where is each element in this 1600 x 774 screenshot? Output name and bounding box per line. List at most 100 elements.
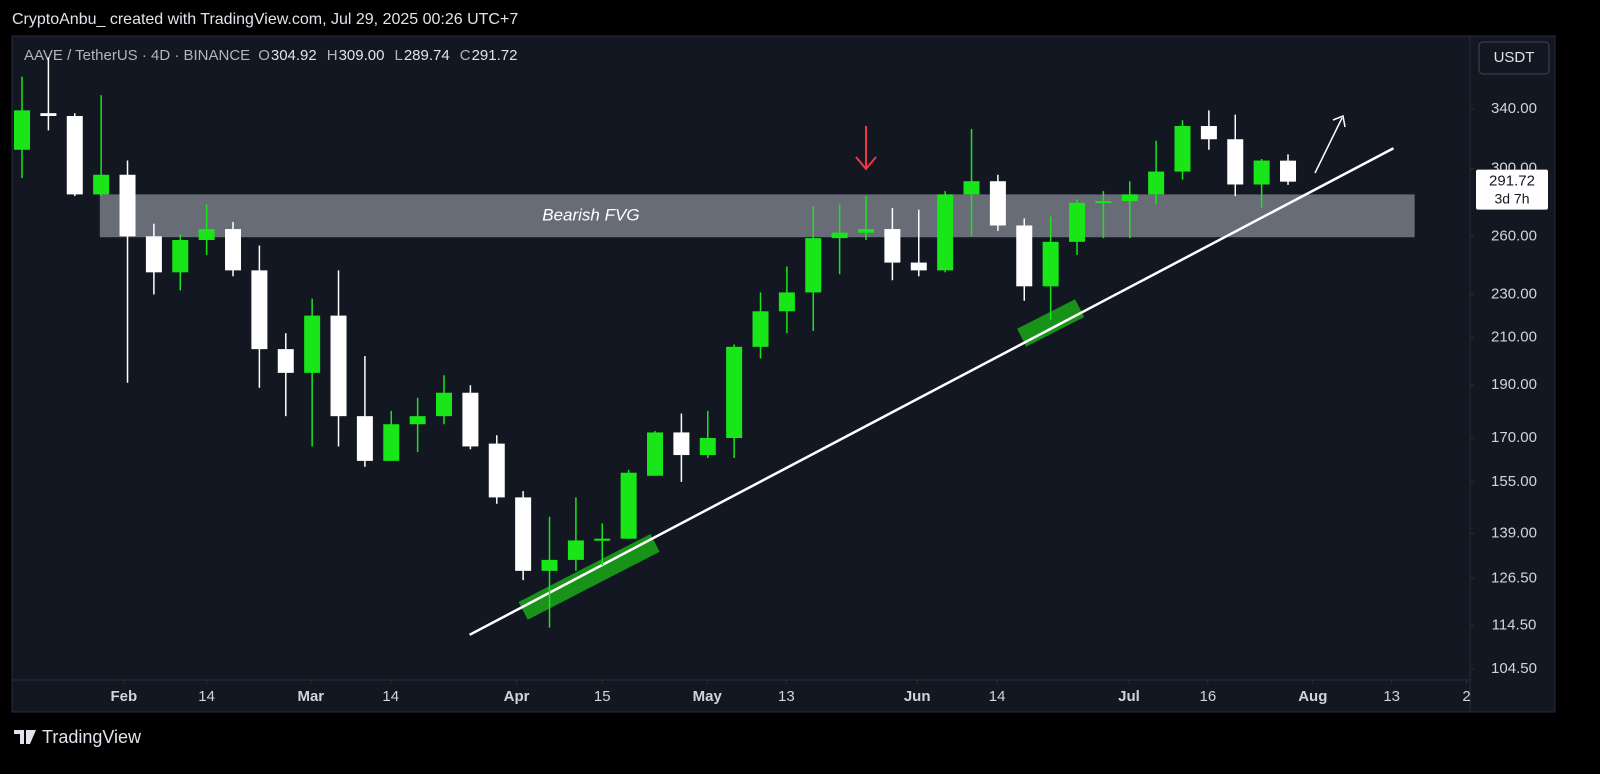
candle-body bbox=[66, 116, 83, 195]
logo-icon bbox=[14, 730, 36, 744]
price-label: 291.72 bbox=[1489, 173, 1535, 190]
candle-body bbox=[541, 559, 558, 571]
candle-body bbox=[594, 538, 611, 541]
price-label-box bbox=[1476, 169, 1548, 210]
candle-body bbox=[356, 416, 373, 461]
candle-body bbox=[119, 174, 136, 237]
candle-body bbox=[145, 236, 162, 273]
candle-body bbox=[515, 497, 532, 571]
x-tick-label: Feb bbox=[110, 688, 137, 705]
x-tick-label: Jun bbox=[904, 688, 931, 705]
candle-body bbox=[409, 416, 426, 425]
candle-body bbox=[1121, 194, 1138, 202]
candle-body bbox=[198, 229, 215, 240]
candle-body bbox=[1200, 126, 1217, 140]
ohlc-name: C bbox=[460, 47, 471, 64]
candle-body bbox=[647, 432, 664, 476]
candle-body bbox=[462, 392, 479, 447]
x-tick-label: 2 bbox=[1462, 688, 1470, 705]
candle-body bbox=[1148, 171, 1165, 195]
y-tick-label: 230.00 bbox=[1491, 285, 1537, 302]
ohlc-name: H bbox=[327, 47, 338, 64]
credit: CryptoAnbu_ created with TradingView.com… bbox=[12, 11, 518, 28]
fvg-zone bbox=[99, 194, 1415, 238]
x-tick-label: Aug bbox=[1298, 688, 1327, 705]
highlight bbox=[518, 533, 660, 620]
candle-body bbox=[93, 174, 110, 195]
highlight bbox=[1017, 299, 1085, 347]
candle-body bbox=[1227, 139, 1244, 185]
candle-body bbox=[330, 315, 347, 417]
y-tick-label: 114.50 bbox=[1492, 617, 1537, 634]
x-tick-label: 14 bbox=[382, 688, 399, 705]
candle-body bbox=[383, 424, 400, 461]
candle-body bbox=[172, 239, 189, 273]
brand: TradingView bbox=[42, 727, 142, 747]
x-tick-label: May bbox=[693, 688, 723, 705]
ohlc-value: 304.92 bbox=[271, 47, 317, 64]
candle-body bbox=[225, 229, 242, 271]
ohlc-value: 309.00 bbox=[339, 47, 385, 64]
y-tick-label: 139.00 bbox=[1491, 525, 1537, 542]
logo: TradingView bbox=[14, 727, 142, 747]
y-tick-label: 170.00 bbox=[1491, 429, 1537, 446]
x-tick-label: Jul bbox=[1118, 688, 1140, 705]
candle-body bbox=[963, 181, 980, 195]
candle-body bbox=[858, 229, 875, 233]
y-tick-label: 190.00 bbox=[1491, 376, 1537, 393]
x-tick-label: 13 bbox=[1383, 688, 1400, 705]
candle-body bbox=[937, 194, 954, 271]
y-tick-label: 260.00 bbox=[1491, 227, 1537, 244]
candle-body bbox=[1042, 241, 1059, 287]
countdown: 3d 7h bbox=[1494, 190, 1529, 206]
symbol: AAVE / TetherUS · 4D · BINANCE bbox=[24, 47, 250, 64]
x-tick-label: 15 bbox=[594, 688, 611, 705]
candle-body bbox=[251, 270, 268, 350]
fvg-label: Bearish FVG bbox=[542, 205, 639, 224]
candle-body bbox=[699, 437, 716, 456]
y-tick-label: 340.00 bbox=[1491, 100, 1537, 117]
candle-body bbox=[1095, 201, 1112, 204]
candle-body bbox=[277, 349, 294, 373]
down-arrow bbox=[855, 126, 877, 171]
y-tick-label: 155.00 bbox=[1491, 473, 1537, 490]
candle-body bbox=[488, 443, 505, 498]
x-tick-label: 14 bbox=[989, 688, 1006, 705]
ohlc-name: O bbox=[258, 47, 270, 64]
y-tick-label: 210.00 bbox=[1491, 329, 1537, 346]
candle-body bbox=[436, 392, 453, 417]
trendline bbox=[469, 147, 1395, 636]
x-tick-label: Apr bbox=[504, 688, 530, 705]
candle-body bbox=[778, 292, 795, 312]
y-tick-label: 126.50 bbox=[1491, 569, 1537, 586]
candle-body bbox=[620, 472, 637, 539]
candle-body bbox=[831, 232, 848, 239]
x-tick-label: 13 bbox=[778, 688, 795, 705]
ohlc-name: L bbox=[394, 47, 402, 64]
y-tick-label: 104.50 bbox=[1491, 660, 1537, 677]
candle-body bbox=[1016, 225, 1033, 287]
candle-body bbox=[304, 315, 321, 373]
candle-body bbox=[1174, 126, 1191, 172]
candle-body bbox=[910, 262, 927, 271]
candle-body bbox=[884, 229, 901, 263]
currency-button[interactable] bbox=[1478, 41, 1550, 75]
candle-body bbox=[14, 110, 31, 150]
candle-body bbox=[567, 540, 584, 560]
ohlc-value: 291.72 bbox=[472, 47, 518, 64]
candle-body bbox=[1253, 160, 1270, 185]
ohlc-value: 289.74 bbox=[404, 47, 450, 64]
candle-body bbox=[805, 238, 822, 293]
currency[interactable]: USDT bbox=[1494, 49, 1535, 66]
x-tick-label: 16 bbox=[1199, 688, 1216, 705]
candle-body bbox=[673, 432, 690, 456]
candle-body bbox=[989, 181, 1006, 226]
candle-body bbox=[752, 311, 769, 347]
x-tick-label: 14 bbox=[198, 688, 215, 705]
candle-body bbox=[726, 346, 743, 438]
chart-panel bbox=[11, 35, 1556, 713]
x-tick-label: Mar bbox=[297, 688, 324, 705]
candle-body bbox=[1280, 160, 1297, 182]
candle-body bbox=[40, 113, 57, 117]
candle-body bbox=[1069, 202, 1086, 242]
